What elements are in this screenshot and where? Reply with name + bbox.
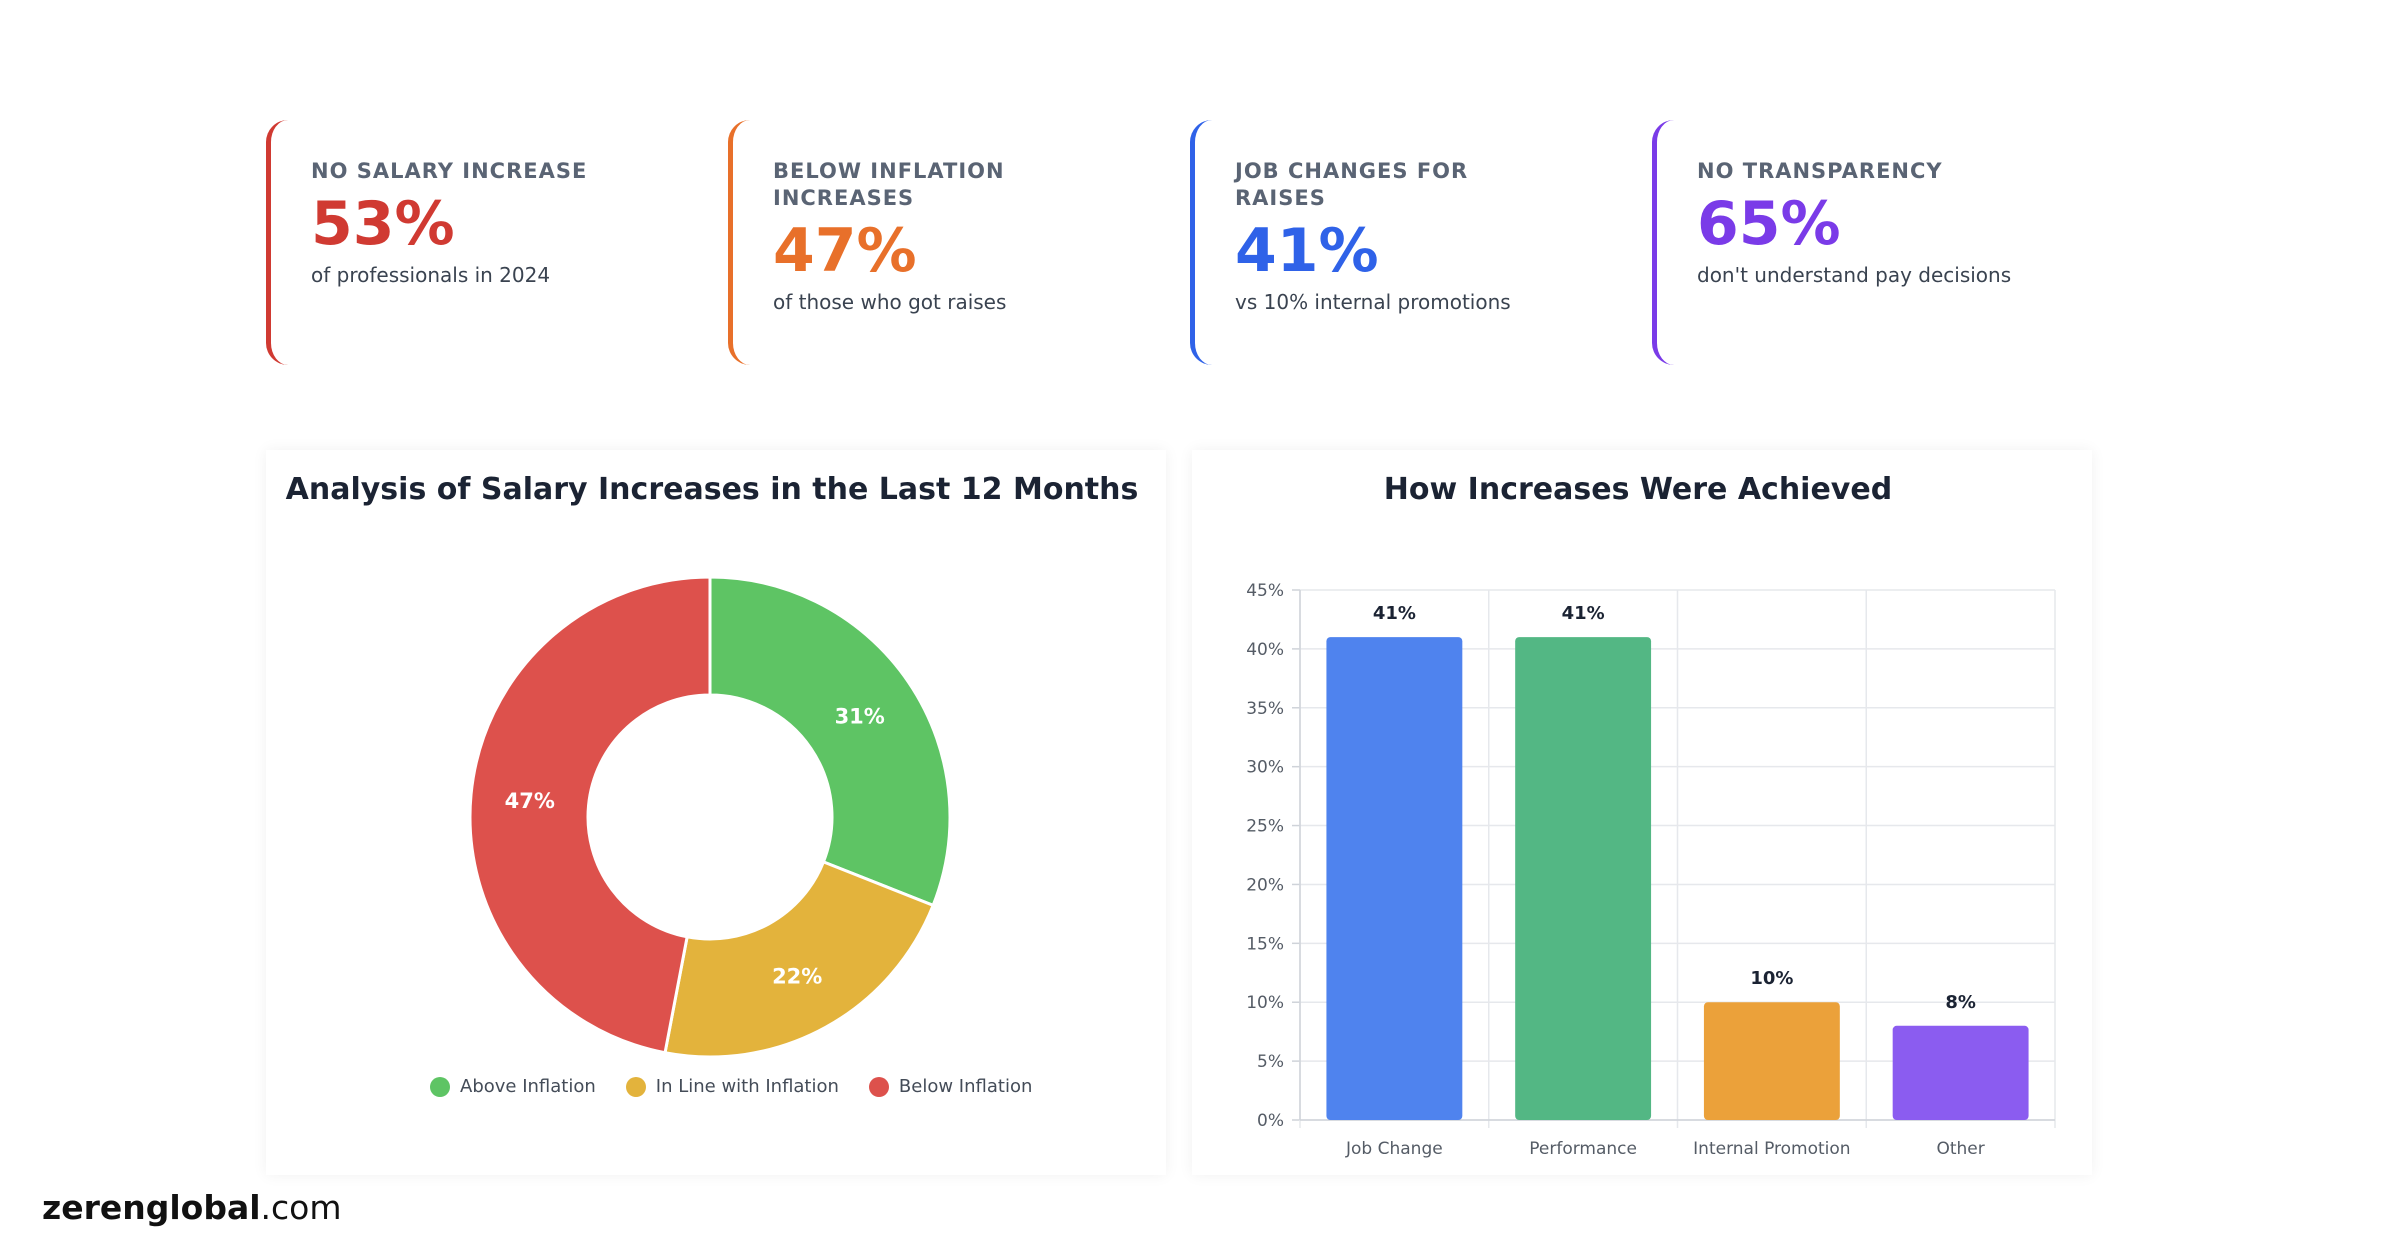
y-tick-label: 0% bbox=[1257, 1111, 1284, 1131]
bar-internal-promotion bbox=[1703, 1002, 1840, 1120]
y-tick-label: 25% bbox=[1246, 817, 1284, 837]
y-tick-label: 5% bbox=[1257, 1052, 1284, 1072]
stat-label: BELOW INFLATION INCREASES bbox=[773, 159, 1005, 210]
slice-value-label: 22% bbox=[772, 965, 822, 989]
legend-swatch bbox=[430, 1076, 450, 1097]
y-tick-label: 10% bbox=[1246, 993, 1284, 1013]
x-tick-label: Job Change bbox=[1345, 1139, 1443, 1159]
bar-value-label: 41% bbox=[1373, 603, 1416, 624]
donut-chart: 31% 22% 47% bbox=[468, 575, 952, 1059]
legend-label: Below Inflation bbox=[898, 1076, 1033, 1097]
stat-label: JOB CHANGES FOR RAISES bbox=[1235, 159, 1469, 210]
legend-label: In Line with Inflation bbox=[655, 1076, 839, 1097]
stat-description: of professionals in 2024 bbox=[311, 263, 551, 287]
y-tick-label: 40% bbox=[1246, 640, 1284, 660]
stat-description: of those who got raises bbox=[773, 290, 1007, 314]
stat-card-no-salary-increase: NO SALARY INCREASE 53% of professionals … bbox=[266, 120, 686, 365]
bar-chart-title: How Increases Were Achieved bbox=[1383, 472, 1893, 507]
y-tick-label: 45% bbox=[1246, 581, 1284, 601]
donut-slice-below-inflation bbox=[468, 575, 712, 1055]
x-tick-label: Internal Promotion bbox=[1693, 1139, 1850, 1159]
y-tick-label: 20% bbox=[1246, 875, 1284, 895]
stat-label: NO SALARY INCREASE bbox=[311, 159, 588, 183]
brand-name: zerenglobal bbox=[42, 1188, 261, 1227]
donut-chart-legend: Above Inflation In Line with Inflation B… bbox=[430, 1076, 1032, 1097]
bar-value-label: 41% bbox=[1562, 603, 1605, 624]
slice-value-label: 31% bbox=[835, 704, 885, 728]
bar-other bbox=[1892, 1025, 2029, 1120]
stat-value: 53% bbox=[311, 189, 455, 259]
stat-label: NO TRANSPARENCY bbox=[1697, 159, 1943, 183]
brand-domain: .com bbox=[260, 1188, 342, 1227]
slice-value-label: 47% bbox=[505, 789, 555, 813]
stat-value: 41% bbox=[1235, 216, 1379, 286]
stat-card-below-inflation: BELOW INFLATION INCREASES 47% of those w… bbox=[728, 120, 1148, 365]
bar-job-change bbox=[1326, 637, 1463, 1120]
donut-slice-in-line-with-inflation bbox=[663, 859, 936, 1059]
legend-swatch bbox=[625, 1076, 646, 1097]
y-tick-label: 15% bbox=[1246, 934, 1284, 954]
stat-description: vs 10% internal promotions bbox=[1235, 290, 1511, 314]
stat-value: 47% bbox=[773, 216, 917, 286]
stat-card-no-transparency: NO TRANSPARENCY 65% don't understand pay… bbox=[1652, 120, 2072, 365]
stat-description: don't understand pay decisions bbox=[1697, 263, 2012, 287]
legend-item-above-inflation[interactable]: Above Inflation bbox=[430, 1076, 596, 1097]
donut-slice-above-inflation bbox=[708, 575, 952, 908]
stat-card-job-changes: JOB CHANGES FOR RAISES 41% vs 10% intern… bbox=[1190, 120, 1610, 365]
donut-chart-title: Analysis of Salary Increases in the Last… bbox=[285, 472, 1139, 507]
bar-value-label: 10% bbox=[1750, 968, 1793, 989]
legend-label: Above Inflation bbox=[460, 1076, 596, 1097]
x-tick-label: Other bbox=[1936, 1139, 1984, 1159]
bar-chart: 0% 5% 10% 15% 20% 25% 30% 35% 40% 45% 41% Job Chang… bbox=[1246, 581, 2056, 1159]
bar-performance bbox=[1515, 637, 1652, 1120]
legend-swatch bbox=[868, 1076, 889, 1097]
brand-logo: zerenglobal.com bbox=[42, 1188, 342, 1227]
legend-item-in-line-with-inflation[interactable]: In Line with Inflation bbox=[625, 1076, 839, 1097]
bar-value-label: 8% bbox=[1945, 992, 1976, 1013]
y-tick-label: 35% bbox=[1246, 699, 1284, 719]
y-tick-label: 30% bbox=[1246, 758, 1284, 778]
x-tick-label: Performance bbox=[1529, 1139, 1637, 1159]
legend-item-below-inflation[interactable]: Below Inflation bbox=[868, 1076, 1033, 1097]
stat-value: 65% bbox=[1697, 189, 1841, 259]
